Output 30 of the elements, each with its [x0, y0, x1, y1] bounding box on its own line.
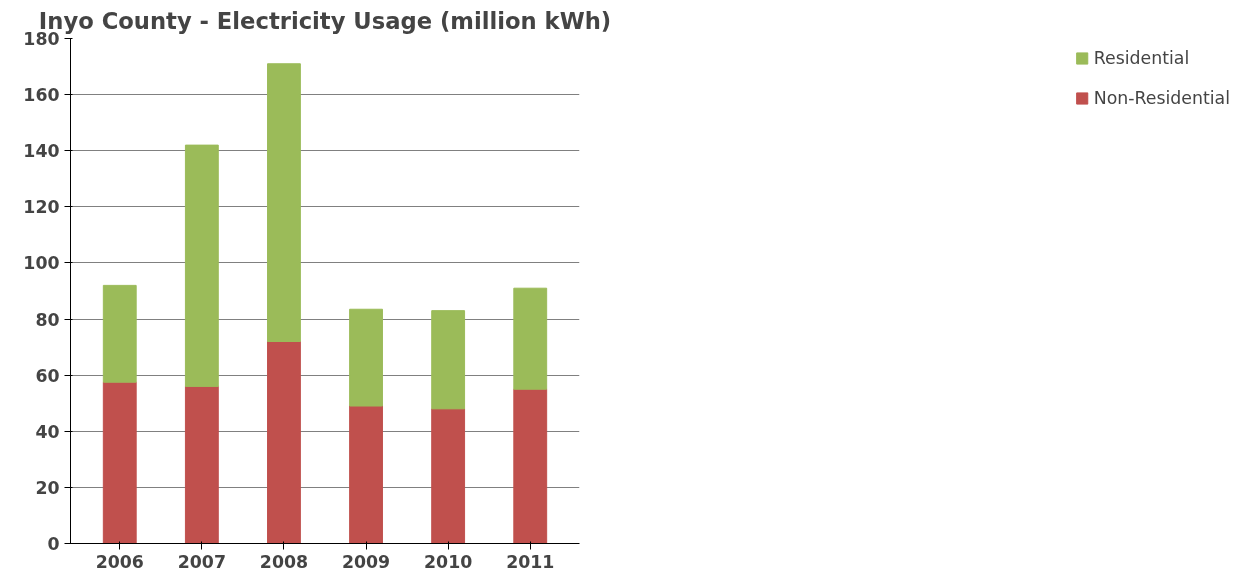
x-tick-label: 2006	[95, 551, 144, 572]
y-tick-label: 40	[35, 421, 60, 442]
y-tick-label: 80	[35, 309, 60, 330]
bar	[102, 284, 137, 383]
y-tick-label: 140	[23, 141, 60, 162]
x-tick-label: 2007	[177, 551, 226, 572]
bar	[431, 408, 466, 544]
y-tick-label: 60	[35, 365, 60, 386]
legend-label: Non-Residential	[1093, 88, 1230, 108]
x-tick-label: 2010	[424, 551, 473, 572]
y-tick-label: 100	[23, 253, 60, 274]
bar	[267, 341, 301, 544]
y-tick-label: 120	[23, 197, 60, 218]
x-tick-label: 2008	[259, 551, 309, 572]
y-tick-label: 160	[23, 85, 60, 106]
bar	[431, 310, 466, 410]
bar	[513, 287, 548, 390]
y-tick-label: 180	[23, 29, 60, 49]
x-tick-label: 2009	[341, 551, 391, 572]
bar	[184, 144, 219, 387]
bar	[102, 381, 137, 544]
y-tick-label: 0	[47, 534, 60, 554]
bar	[267, 63, 301, 342]
bar	[349, 308, 383, 407]
y-tick-label: 20	[35, 477, 60, 498]
bar	[184, 385, 219, 544]
bar	[349, 405, 383, 544]
x-tick-label: 2011	[506, 551, 555, 572]
legend-label: Residential	[1093, 48, 1190, 68]
bar	[513, 388, 548, 544]
